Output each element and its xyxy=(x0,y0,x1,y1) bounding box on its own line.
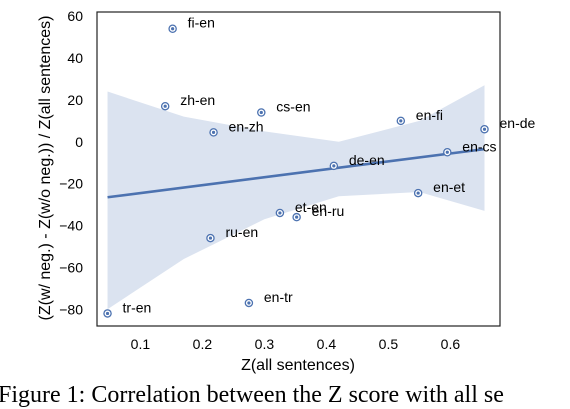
y-tick-label: 60 xyxy=(67,8,83,24)
data-point-en-de xyxy=(480,124,489,134)
figure-caption: Figure 1: Correlation between the Z scor… xyxy=(0,382,504,408)
point-label-en-et: en-et xyxy=(433,179,465,195)
point-label-zh-en: zh-en xyxy=(180,92,215,108)
data-point-fi-en xyxy=(168,24,177,33)
y-tick-label: 40 xyxy=(67,50,83,66)
point-label-cs-en: cs-en xyxy=(276,98,310,114)
x-tick-label: 0.3 xyxy=(255,336,275,352)
data-point-zh-en xyxy=(160,101,170,111)
y-tick-label: −40 xyxy=(59,218,83,234)
data-point-en-cs xyxy=(443,148,452,157)
data-point-de-en xyxy=(329,161,339,171)
data-point-en-zh xyxy=(209,128,218,137)
point-label-et-en: et-en xyxy=(295,199,327,215)
data-point-et-en xyxy=(275,208,285,218)
y-tick-label: 0 xyxy=(75,134,83,150)
y-axis-label: (Z(w/ neg.) - Z(w/o neg.)) / Z(all sente… xyxy=(37,16,54,321)
y-tick-label: −20 xyxy=(59,176,83,192)
point-label-fi-en: fi-en xyxy=(188,15,215,31)
y-tick-label: −80 xyxy=(59,301,83,317)
data-point-en-ru xyxy=(292,212,301,222)
point-label-en-de: en-de xyxy=(500,115,536,131)
plot-frame xyxy=(96,11,501,327)
point-label-en-cs: en-cs xyxy=(462,138,496,154)
x-axis-label: Z(all sentences) xyxy=(241,357,355,374)
regression-line xyxy=(107,147,485,199)
data-point-tr-en xyxy=(103,309,112,318)
point-label-en-fi: en-fi xyxy=(416,107,443,123)
point-label-en-ru: en-ru xyxy=(312,203,345,219)
x-tick-label: 0.2 xyxy=(193,336,213,352)
data-point-en-tr xyxy=(244,298,254,308)
data-point-ru-en xyxy=(206,233,215,243)
x-tick-label: 0.5 xyxy=(379,336,399,352)
data-point-en-fi xyxy=(396,116,406,126)
y-tick-label: 20 xyxy=(67,92,83,108)
point-label-tr-en: tr-en xyxy=(123,299,152,315)
confidence-band xyxy=(107,85,485,310)
data-point-cs-en xyxy=(257,108,266,117)
data-point-en-et xyxy=(413,188,423,198)
point-label-en-tr: en-tr xyxy=(264,289,293,305)
x-tick-label: 0.1 xyxy=(131,336,151,352)
y-tick-label: −60 xyxy=(59,259,83,275)
x-tick-label: 0.4 xyxy=(317,336,337,352)
point-label-ru-en: ru-en xyxy=(225,224,258,240)
point-label-de-en: de-en xyxy=(349,152,385,168)
point-label-en-zh: en-zh xyxy=(229,118,264,134)
x-tick-label: 0.6 xyxy=(441,336,461,352)
